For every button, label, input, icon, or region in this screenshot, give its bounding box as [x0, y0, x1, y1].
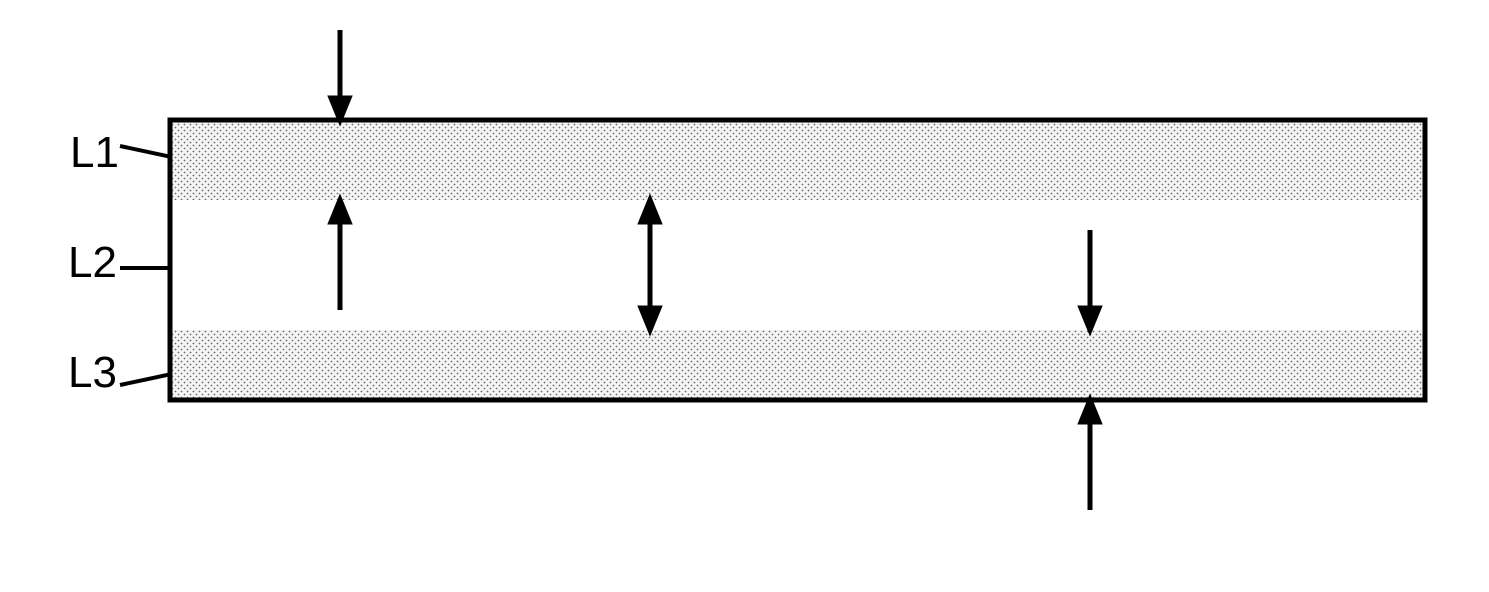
- layer-L1-fill: [170, 120, 1425, 200]
- layer-diagram: [0, 0, 1489, 592]
- layer-L3-fill: [170, 330, 1425, 400]
- layer-L2-fill: [170, 200, 1425, 330]
